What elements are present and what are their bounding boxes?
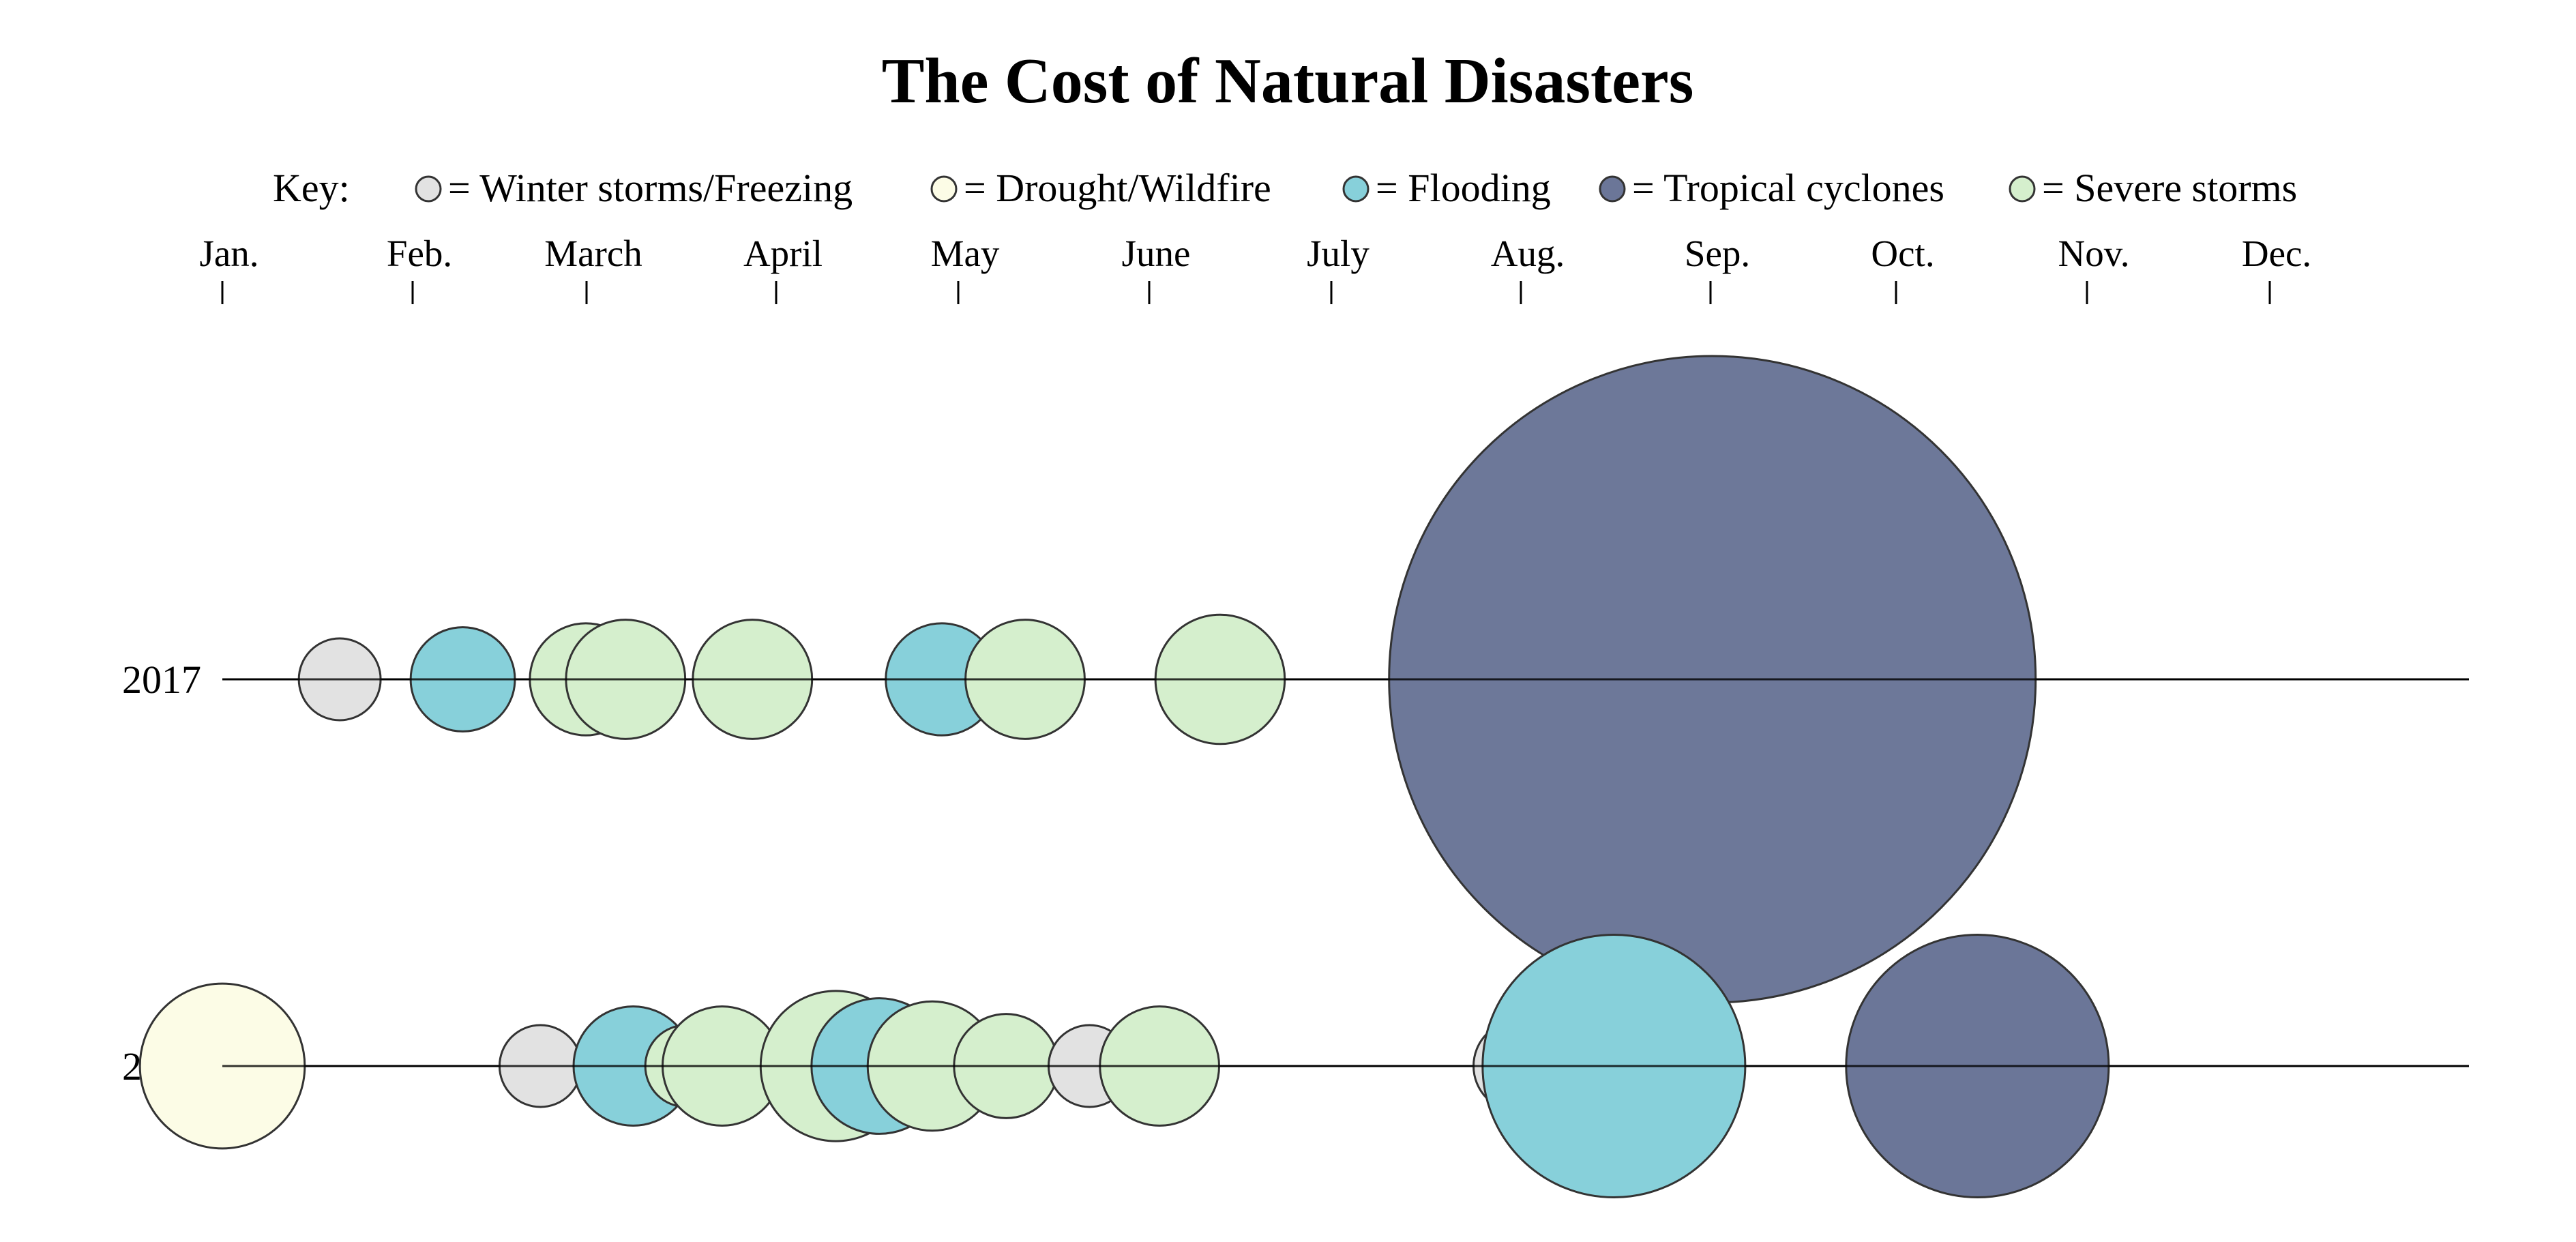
month-axis: Jan. Feb. March April May June July Aug. Sep. Oct… (199, 233, 2311, 304)
legend-swatch-drought (930, 175, 958, 203)
month-label-1: Jan. (199, 233, 258, 274)
legend-entry-cyclone: = Tropical cyclones (1632, 166, 1944, 210)
legend-label: Key: (273, 166, 350, 210)
month-label-12: Dec. (2242, 233, 2311, 274)
year-rows: 20172016 (122, 355, 2469, 1199)
month-label-2: Feb. (387, 233, 452, 274)
legend: Key: = Winter storms/Freezing = Drought/W… (273, 166, 2297, 210)
legend-entry-severe: = Severe storms (2042, 166, 2297, 210)
legend-swatch-severe (2009, 175, 2036, 203)
chart-title: The Cost of Natural Disasters (882, 46, 1694, 117)
month-label-7: July (1307, 233, 1370, 274)
month-label-8: Aug. (1491, 233, 1565, 274)
month-label-9: Sep. (1685, 233, 1750, 274)
legend-swatch-winter (415, 175, 442, 203)
legend-swatch-flood (1342, 175, 1370, 203)
month-label-11: Nov. (2058, 233, 2130, 274)
year-label-2017: 2017 (122, 657, 201, 702)
legend-entry-flood: = Flooding (1376, 166, 1551, 210)
legend-swatch-cyclone (1599, 175, 1626, 203)
month-label-6: June (1122, 233, 1191, 274)
month-label-5: May (931, 233, 1000, 274)
legend-entry-drought: = Drought/Wildfire (964, 166, 1271, 210)
legend-entry-winter: = Winter storms/Freezing (448, 166, 853, 210)
month-label-3: March (544, 233, 642, 274)
month-label-4: April (743, 233, 823, 274)
month-label-10: Oct. (1871, 233, 1934, 274)
